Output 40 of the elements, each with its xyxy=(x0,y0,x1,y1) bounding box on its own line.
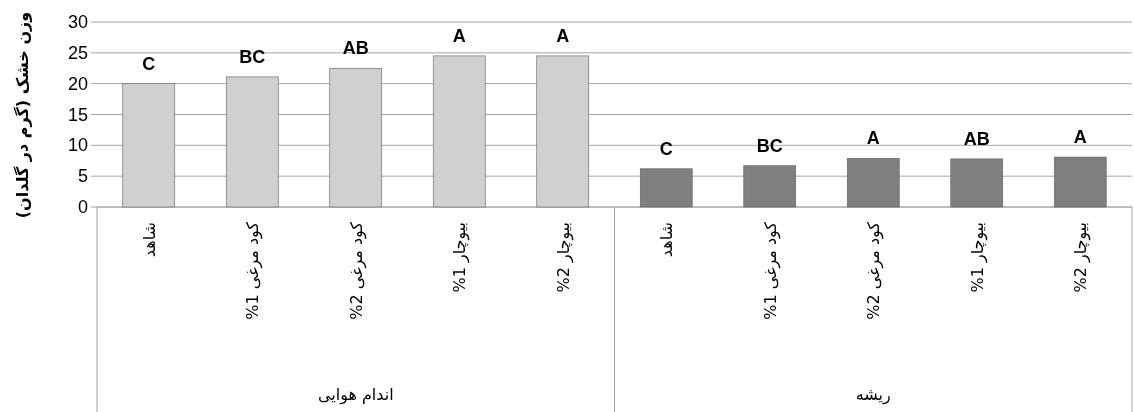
x-tick-label: بیوچار 2% xyxy=(553,222,574,293)
x-tick-label: بیوچار 1% xyxy=(967,222,988,293)
x-tick-label: شاهد xyxy=(657,222,677,258)
bar xyxy=(122,83,176,208)
x-tick-label: کود مرغی 2% xyxy=(346,221,367,320)
data-label: AB xyxy=(342,38,369,59)
x-tick-label: بیوچار 2% xyxy=(1071,222,1092,293)
data-label: C xyxy=(659,138,673,159)
x-tick-label: کود مرغی 2% xyxy=(864,221,885,320)
text: اندام هوایی xyxy=(317,385,394,405)
bar xyxy=(639,168,693,208)
x-tick-label: بیوچار 1% xyxy=(450,222,471,293)
x-tick-label: کود مرغی 1% xyxy=(760,221,781,320)
bar xyxy=(743,165,797,208)
y-tick-label: 20 xyxy=(67,73,88,94)
data-label: A xyxy=(866,128,880,149)
bar xyxy=(225,76,279,208)
bar xyxy=(846,157,900,208)
x-tick-label: شاهد xyxy=(139,222,159,258)
y-tick-label: 10 xyxy=(67,135,88,156)
x-tick-label: کود مرغی 1% xyxy=(243,221,264,320)
bar xyxy=(432,55,486,208)
bar xyxy=(329,67,383,208)
bar xyxy=(1053,156,1107,208)
data-label: BC xyxy=(756,135,783,156)
y-tick-label: 15 xyxy=(67,104,88,125)
y-tick-label: 5 xyxy=(77,166,88,187)
bar xyxy=(950,158,1004,208)
y-tick-label: 25 xyxy=(67,42,88,63)
y-axis-title: وزن خشک (گرم در گلدان) xyxy=(13,11,32,219)
data-label: BC xyxy=(239,46,266,67)
bar xyxy=(536,55,590,208)
text: ریشه xyxy=(855,385,891,405)
data-label: A xyxy=(556,25,570,46)
y-tick-label: 30 xyxy=(67,12,88,32)
data-label: AB xyxy=(963,128,990,149)
data-label: C xyxy=(142,53,156,74)
data-label: A xyxy=(452,25,466,46)
y-tick-label: 0 xyxy=(77,197,88,217)
data-label: A xyxy=(1073,127,1087,148)
